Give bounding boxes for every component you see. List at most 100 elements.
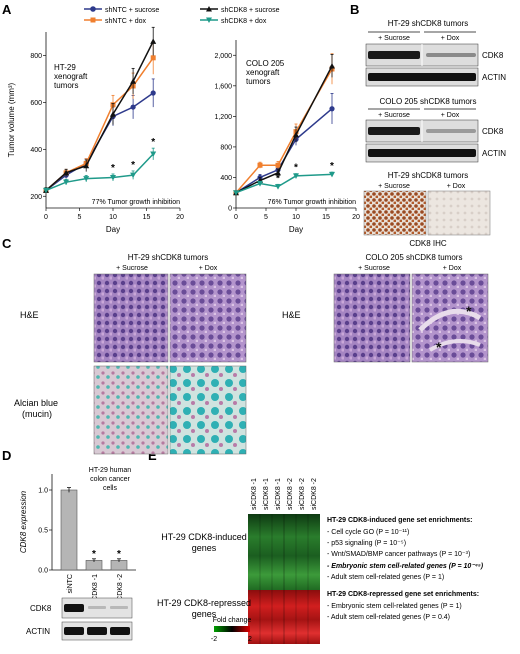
significance-star: * <box>92 549 96 560</box>
y-tick-label: 0.5 <box>38 528 48 535</box>
heatmap-column-label: siCDK8 -2 <box>287 478 294 510</box>
data-point <box>130 172 137 179</box>
panel-e: siCDK8 -1 siCDK8 -1 siCDK8 -1 siCDK8 -2 siCD… <box>157 478 484 644</box>
c-right-group-dox: + Dox <box>443 265 462 272</box>
data-point <box>110 174 116 181</box>
d-row-actin: ACTIN <box>26 627 50 636</box>
gland-marker-icon: * <box>466 303 472 319</box>
x-tick-label: 0 <box>234 214 238 221</box>
data-point <box>150 55 156 61</box>
ihc-image-dox <box>427 190 491 236</box>
data-point <box>275 184 281 190</box>
significance-star: * <box>131 160 135 171</box>
c-left-group-dox: + Dox <box>199 265 218 272</box>
legend-label: shNTC + dox <box>105 18 147 25</box>
data-point <box>329 62 335 69</box>
c-row-he-right: H&E <box>282 310 301 320</box>
ihc-group-dox: + Dox <box>447 183 466 190</box>
panel-label-a: A <box>2 2 12 17</box>
induced-item: - Embryonic stem cell-related genes (P =… <box>327 563 484 570</box>
significance-star: * <box>330 161 334 172</box>
data-point <box>83 162 90 169</box>
ihc-title: HT-29 shCDK8 tumors <box>388 171 468 180</box>
x-tick-label: 5 <box>78 214 82 221</box>
y-tick-label: 2,000 <box>214 53 232 60</box>
blot1-title: HT-29 shCDK8 tumors <box>388 19 468 28</box>
heatmap-column-label: siCDK8 -1 <box>251 478 258 510</box>
chart-title: tumors <box>246 77 270 86</box>
colorbar-min: -2 <box>211 636 217 643</box>
y-tick-label: 0.0 <box>38 568 48 575</box>
alcian-ht29-dox-image <box>169 365 247 455</box>
x-tick-label: 15 <box>322 214 330 221</box>
colorbar <box>214 626 250 632</box>
c-right-group-sucrose: + Sucrose <box>358 265 390 272</box>
panel-b: HT-29 shCDK8 tumors + Sucrose + Dox CDK8… <box>363 19 506 248</box>
induced-item: - Cell cycle GO (P = 10⁻¹¹) <box>327 529 409 536</box>
chart-colo205-xenograft: 0 5 10 15 20 0 400 800 1,200 1,600 2,000 Day COLO 20… <box>214 40 360 234</box>
blot2-group-sucrose: + Sucrose <box>378 112 410 119</box>
he-ht29-sucrose-image <box>93 273 169 363</box>
y-axis-label: Tumor volume (mm³) <box>7 82 16 157</box>
chart-title: cells <box>103 485 118 492</box>
bar <box>60 489 78 571</box>
x-tick-label: 10 <box>109 214 117 221</box>
data-point <box>293 131 299 138</box>
ihc-group-sucrose: + Sucrose <box>378 183 410 190</box>
repressed-item: - Embryonic stem cell-related genes (P =… <box>327 603 462 610</box>
legend: shNTC + sucrose shNTC + dox shCDK8 + suc… <box>84 6 280 25</box>
category-label: siCDK8 -2 <box>117 574 124 606</box>
c-row-alcian-1: Alcian blue <box>14 398 58 408</box>
significance-star: * <box>294 163 298 174</box>
significance-star: * <box>276 173 280 184</box>
repressed-label-2: genes <box>192 609 217 619</box>
x-tick-label: 20 <box>176 214 184 221</box>
induced-label-1: HT-29 CDK8-induced <box>161 532 247 542</box>
panel-label-b: B <box>350 2 359 17</box>
heatmap-repressed <box>248 590 320 644</box>
data-point <box>150 90 156 96</box>
induced-header: HT-29 CDK8-induced gene set enrichments: <box>327 517 472 524</box>
heatmap-column-label: siCDK8 -1 <box>275 478 282 510</box>
x-tick-label: 15 <box>143 214 151 221</box>
chart-title: xenograft <box>54 72 88 81</box>
data-point <box>63 169 70 176</box>
chart-ht29-xenograft: 0 5 10 15 20 200 400 600 800 Day Tumor volume (mm³… <box>7 26 184 234</box>
x-tick-label: 20 <box>352 214 360 221</box>
data-point <box>43 187 49 194</box>
he-colo205-sucrose-image <box>333 273 411 363</box>
y-tick-label: 400 <box>30 147 42 154</box>
y-tick-label: 0 <box>228 206 232 213</box>
y-tick-label: 400 <box>220 175 232 182</box>
legend-item-shntc-dox: shNTC + dox <box>84 17 147 25</box>
series-line <box>235 108 333 194</box>
y-axis-label: CDK8 expression <box>19 490 28 553</box>
induced-item: - p53 signaling (P = 10⁻⁵) <box>327 540 406 547</box>
c-right-title: COLO 205 shCDK8 tumors <box>366 253 463 262</box>
data-point <box>150 38 157 44</box>
category-label: siNTC <box>67 574 74 593</box>
data-point <box>130 78 137 84</box>
he-ht29-dox-image <box>169 273 247 363</box>
chart-title: colon cancer <box>90 476 130 483</box>
legend-label: shCDK8 + dox <box>221 18 267 25</box>
y-tick-label: 600 <box>30 100 42 107</box>
heatmap-column-labels: siCDK8 -1 siCDK8 -1 siCDK8 -1 siCDK8 -2 siCD… <box>251 478 318 510</box>
data-point <box>130 104 136 110</box>
y-tick-label: 1,200 <box>214 114 232 121</box>
x-tick-label: 10 <box>292 214 300 221</box>
chart-title: xenograft <box>246 68 280 77</box>
category-label: siCDK8 -1 <box>92 574 99 606</box>
chart-title: HT-29 <box>54 63 76 72</box>
c-left-title: HT-29 shCDK8 tumors <box>128 253 208 262</box>
colorbar-max: 2 <box>248 636 252 643</box>
y-tick-label: 1,600 <box>214 83 232 90</box>
x-tick-label: 5 <box>264 214 268 221</box>
x-axis-label: Day <box>289 225 303 234</box>
chart-title: COLO 205 <box>246 59 285 68</box>
series-line <box>45 41 154 191</box>
data-point <box>329 171 335 178</box>
blot1-row-cdk8: CDK8 <box>482 51 504 60</box>
panel-label-c: C <box>2 236 12 251</box>
data-point <box>110 111 116 117</box>
